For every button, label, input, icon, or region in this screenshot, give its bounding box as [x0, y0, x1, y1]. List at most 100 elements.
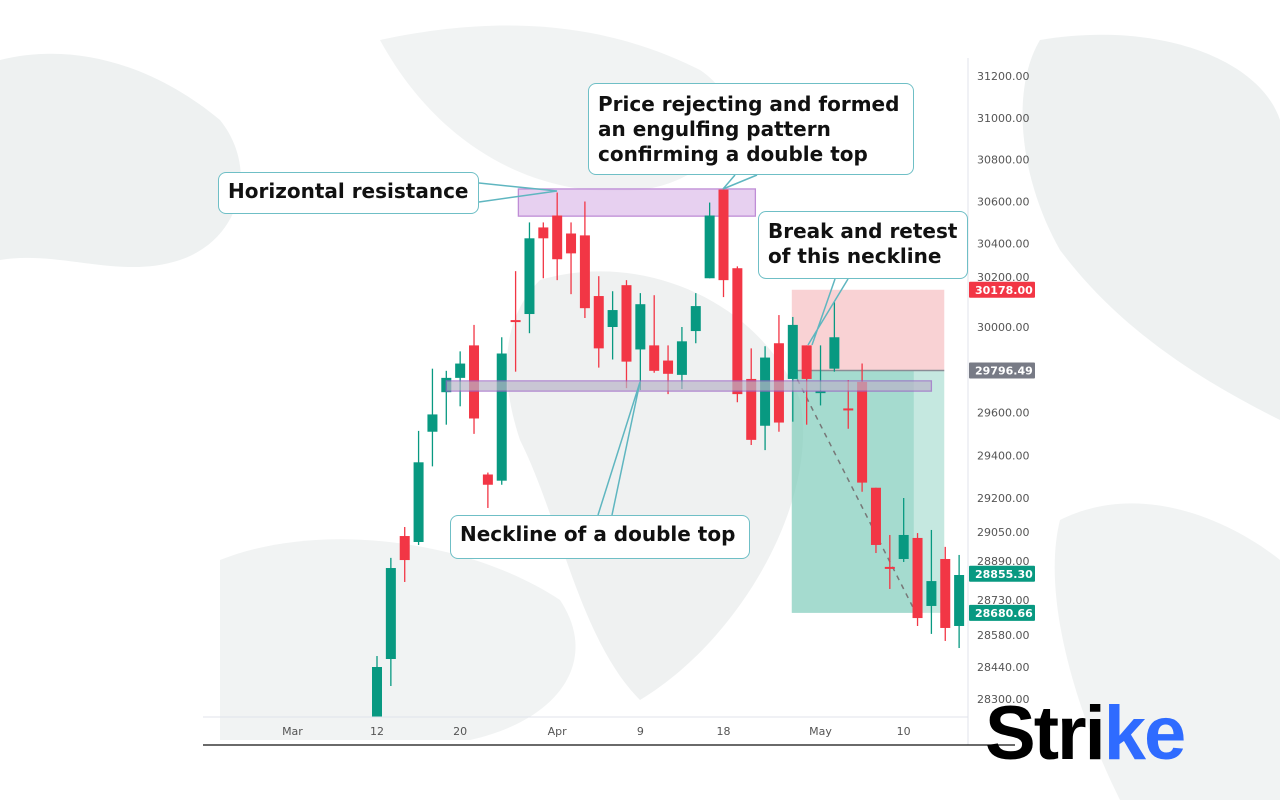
candle — [829, 302, 840, 372]
price-tag — [969, 281, 1035, 298]
price-tag — [969, 565, 1035, 582]
y-tick-label: 28440.00 — [977, 661, 1030, 674]
candle-body — [455, 363, 466, 378]
stop-loss-zone — [791, 289, 945, 371]
candle — [621, 280, 632, 389]
candle-body — [787, 324, 798, 379]
y-tick-label: 31000.00 — [977, 112, 1030, 125]
candle — [676, 327, 687, 389]
candle-body — [635, 304, 646, 350]
candle — [441, 370, 452, 425]
candle-body — [579, 235, 590, 309]
candle — [524, 222, 535, 334]
candle — [815, 345, 826, 406]
candle-body — [676, 341, 687, 375]
candle — [510, 271, 521, 372]
pointer-engulfing — [722, 174, 758, 190]
callout-text: Horizontal resistance — [228, 179, 469, 203]
candle-body — [372, 667, 382, 717]
candle — [732, 266, 743, 403]
candle-body — [746, 378, 757, 440]
candle-body — [898, 534, 909, 559]
candle-body — [884, 566, 895, 569]
price-tag — [969, 604, 1035, 621]
callout-text-line: Break and retest — [768, 219, 958, 243]
candle-body — [718, 189, 729, 281]
callout-text-line: Price rejecting and formed — [598, 92, 900, 116]
candle-body — [954, 575, 965, 626]
candle — [773, 315, 784, 432]
y-tick-label: 28890.00 — [977, 555, 1030, 568]
candle — [649, 295, 660, 373]
price-tag-label: 28680.66 — [975, 607, 1033, 620]
candle — [635, 293, 646, 391]
candle-body — [399, 536, 410, 561]
candle — [496, 337, 507, 485]
candle — [579, 201, 590, 319]
price-tag-label: 29796.49 — [975, 365, 1033, 378]
y-tick-label: 30600.00 — [977, 196, 1030, 209]
y-tick-label: 29400.00 — [977, 449, 1030, 462]
callout-text-line: of this neckline — [768, 244, 942, 268]
x-tick-label: 10 — [897, 725, 911, 738]
y-tick-label: 28300.00 — [977, 693, 1030, 706]
take-profit-filled-zone — [791, 370, 914, 613]
price-tag-label: 28855.30 — [975, 568, 1033, 581]
candle-body — [607, 310, 618, 327]
candle — [940, 546, 951, 641]
y-tick-label: 30400.00 — [977, 237, 1030, 250]
candle-body — [870, 487, 881, 545]
x-tick-label: Mar — [282, 725, 303, 738]
candle — [455, 351, 466, 407]
y-tick-label: 31200.00 — [977, 70, 1030, 83]
candle-body — [829, 337, 840, 369]
candle-body — [704, 215, 715, 279]
callout-break-retest: Break and retest of this neckline — [758, 211, 968, 279]
candle-body — [427, 414, 438, 432]
price-tag — [969, 362, 1035, 379]
candle — [538, 222, 549, 279]
callout-horizontal-resistance: Horizontal resistance — [218, 172, 479, 214]
callout-neckline: Neckline of a double top — [450, 515, 750, 559]
world-map-background — [0, 25, 1280, 800]
candle — [690, 293, 701, 344]
candle — [787, 316, 798, 422]
candle — [566, 222, 577, 295]
candle — [746, 348, 757, 445]
candle — [884, 534, 895, 589]
y-tick-label: 29200.00 — [977, 492, 1030, 505]
candle-body — [843, 408, 854, 411]
candle — [718, 188, 729, 298]
candle — [427, 368, 438, 467]
candle-body — [815, 391, 826, 394]
candle — [593, 276, 604, 368]
candle-body — [912, 537, 923, 619]
y-tick-label: 28730.00 — [977, 594, 1030, 607]
candle — [372, 656, 382, 717]
candle — [482, 472, 493, 508]
candle — [399, 527, 410, 582]
candle-body — [663, 360, 674, 374]
y-tick-label: 30000.00 — [977, 321, 1030, 334]
x-tick-label: 18 — [717, 725, 731, 738]
candle — [552, 192, 563, 281]
candle — [954, 554, 965, 649]
candle-body — [413, 462, 424, 542]
candle-body — [566, 233, 577, 254]
callout-text-line: an engulfing pattern — [598, 117, 831, 141]
candle-body — [510, 320, 521, 323]
pointer-neckline — [597, 381, 641, 516]
candle-body — [732, 268, 743, 395]
strike-logo: Strike — [985, 691, 1186, 776]
callout-text: Neckline of a double top — [460, 522, 736, 546]
candle-body — [940, 558, 951, 628]
candle — [870, 487, 881, 554]
pointer-resistance — [478, 182, 558, 203]
resistance-zone — [517, 188, 757, 217]
callout-engulfing-pattern: Price rejecting and formed an engulfing … — [588, 83, 914, 175]
candle-body — [593, 296, 604, 349]
callout-pointers — [478, 174, 849, 516]
candle-body — [926, 581, 937, 606]
x-tick-label: Apr — [548, 725, 568, 738]
x-tick-label: 20 — [453, 725, 467, 738]
